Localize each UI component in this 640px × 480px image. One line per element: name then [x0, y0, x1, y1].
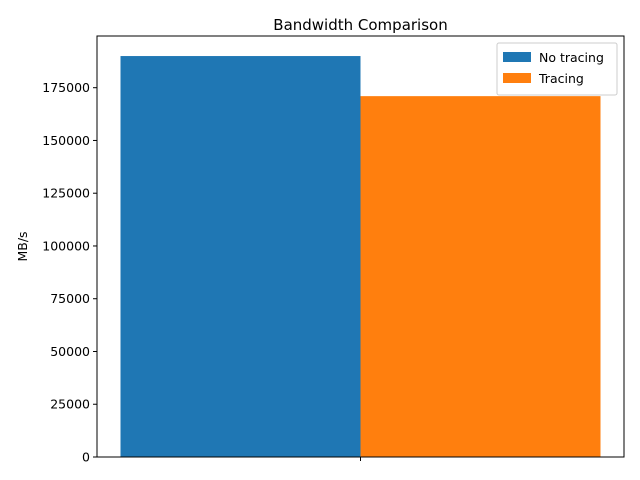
y-tick-label: 175000	[42, 80, 90, 95]
plot-frame	[96, 35, 625, 458]
y-tick-label: 100000	[42, 238, 90, 253]
legend: No tracing Tracing	[496, 42, 618, 96]
bar-tracing	[360, 96, 601, 458]
chart-title: Bandwidth Comparison	[273, 16, 447, 34]
y-axis-label: MB/s	[15, 231, 30, 261]
y-tick-label: 50000	[50, 344, 90, 359]
legend-swatch-tracing	[503, 73, 531, 83]
y-tick-label: 150000	[42, 133, 90, 148]
legend-label-tracing: Tracing	[538, 71, 584, 86]
legend-swatch-no-tracing	[503, 52, 531, 62]
y-tick-label: 25000	[50, 397, 90, 412]
bars-group	[120, 56, 601, 458]
bar-no-tracing	[120, 56, 361, 458]
y-axis: 0 25000 50000 75000 100000 125000 150000 175000	[42, 80, 97, 465]
legend-label-no-tracing: No tracing	[539, 50, 604, 65]
y-tick-label: 125000	[42, 186, 90, 201]
y-tick-label: 75000	[50, 291, 90, 306]
y-tick-label: 0	[82, 450, 90, 465]
